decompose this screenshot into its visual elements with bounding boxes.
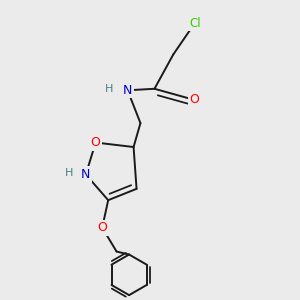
Text: N: N (123, 84, 132, 97)
Text: H: H (105, 84, 113, 94)
Text: O: O (189, 93, 199, 106)
Text: Cl: Cl (189, 16, 201, 30)
Text: H: H (65, 168, 73, 178)
Text: O: O (91, 136, 100, 149)
Text: N: N (81, 168, 91, 181)
Text: O: O (97, 221, 107, 234)
